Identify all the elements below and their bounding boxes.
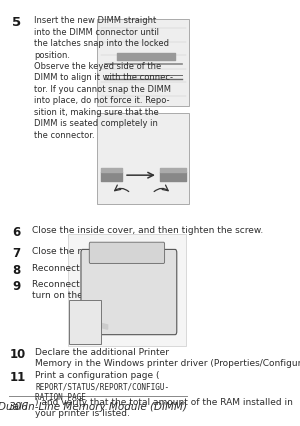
Text: 6: 6 [12,226,20,239]
Text: 9: 9 [12,279,20,292]
Polygon shape [73,317,108,329]
Text: Close the inside cover, and then tighten the screw.: Close the inside cover, and then tighten… [32,226,263,235]
Text: 11: 11 [10,371,26,383]
Text: Dual In-Line Memory Module (DIMM): Dual In-Line Memory Module (DIMM) [0,401,187,412]
Text: 7: 7 [12,247,20,260]
Text: Reconnect the power cord, and
turn on the machine.: Reconnect the power cord, and turn on th… [32,279,174,299]
Text: Close the rear cover.: Close the rear cover. [32,247,126,256]
Text: Insert the new DIMM straight
into the DIMM connector until
the latches snap into: Insert the new DIMM straight into the DI… [34,16,173,139]
FancyBboxPatch shape [81,250,177,335]
Text: REPORT/STATUS/REPORT/CONFIGU-
RATION PAGE: REPORT/STATUS/REPORT/CONFIGU- RATION PAG… [35,381,169,401]
FancyBboxPatch shape [97,20,189,107]
Text: 5: 5 [12,16,21,29]
Text: ) and verify that the total amount of the RAM installed in
your printer is liste: ) and verify that the total amount of th… [35,397,293,417]
Text: 10: 10 [10,347,26,360]
FancyBboxPatch shape [68,234,186,346]
Text: 8: 8 [12,263,20,276]
FancyBboxPatch shape [89,243,165,264]
Text: Print a configuration page (: Print a configuration page ( [35,371,160,380]
Text: Reconnect all interface cables.: Reconnect all interface cables. [32,263,172,272]
FancyBboxPatch shape [69,300,101,344]
FancyBboxPatch shape [97,114,189,204]
Text: Declare the additional Printer
Memory in the Windows printer driver (Properties/: Declare the additional Printer Memory in… [35,347,300,368]
Text: 306: 306 [9,401,29,412]
